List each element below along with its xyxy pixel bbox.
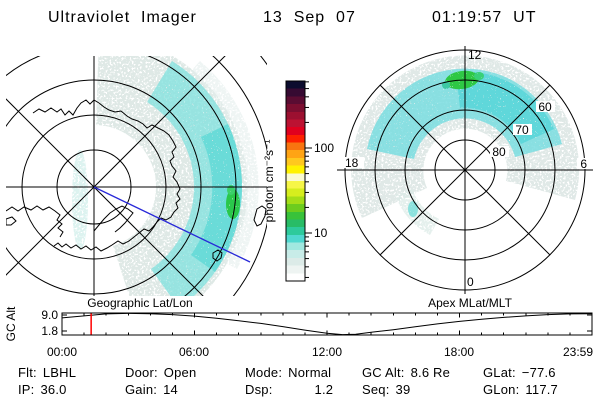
xtick-label-0600: 06:00	[179, 345, 209, 359]
antarctic-coastline	[6, 99, 267, 262]
aurora-emission-geographic	[72, 56, 259, 296]
header-date: 13 Sep 07	[263, 9, 356, 26]
right-plot-caption: Apex MLat/MLT	[428, 296, 512, 310]
left-plot-caption: Geographic Lat/Lon	[87, 296, 192, 310]
field-mode-label: Mode:	[245, 365, 283, 380]
xtick-label-1200: 12:00	[312, 345, 342, 359]
field-mode: Mode: Normal	[245, 365, 331, 380]
colorbar: 100 10 photon cm⁻²s⁻¹	[262, 80, 334, 282]
field-gain: Gain: 14	[125, 382, 178, 397]
field-dsp-value: 1.2	[314, 382, 334, 397]
colorbar-axis-label: photon cm⁻²s⁻¹	[262, 140, 276, 223]
gc-alt-curve	[61, 312, 593, 336]
mlt-label-12: 12	[468, 48, 482, 62]
field-dsp-label: Dsp:	[245, 382, 273, 397]
ytick-label-1.8: 1.8	[41, 324, 58, 338]
field-glat-value: −77.6	[521, 365, 556, 380]
bright-emission-patch	[226, 189, 240, 219]
field-gc-alt-label: GC Alt:	[362, 365, 405, 380]
field-glon-value: 117.7	[525, 382, 558, 397]
mlat-label-60: 60	[538, 100, 552, 114]
y-axis-label: GC Alt	[4, 306, 18, 341]
field-flt: Flt: LBHL	[18, 365, 76, 380]
field-dsp: Dsp: 1.2	[245, 382, 333, 397]
field-door-label: Door:	[125, 365, 158, 380]
field-seq-value: 39	[395, 382, 411, 397]
y-axis-ticks	[62, 314, 592, 332]
field-flt-label: Flt:	[18, 365, 37, 380]
colorbar-ticks	[305, 81, 312, 278]
header-time: 01:19:57 UT	[432, 9, 537, 26]
field-mode-value: Normal	[288, 365, 332, 380]
mlat-label-80: 80	[492, 145, 506, 159]
field-ip-label: IP:	[18, 382, 35, 397]
colorbar-tick-label-10: 10	[314, 226, 328, 240]
app-title: Ultraviolet Imager	[48, 9, 197, 26]
ytick-label-9: 9.0	[41, 308, 58, 322]
field-glat: GLat: −77.6	[483, 365, 556, 380]
colorbar-tick-label-100: 100	[314, 141, 334, 155]
mlt-label-6: 6	[580, 157, 587, 171]
field-flt-value: LBHL	[42, 365, 77, 380]
field-glon: GLon: 117.7	[483, 382, 558, 397]
apex-dial-panel: 12 18 6 0 60 70 80	[337, 46, 593, 294]
strip-plot-box	[61, 312, 593, 336]
field-ip-value: 36.0	[40, 382, 67, 397]
field-door: Door: Open	[125, 365, 196, 380]
dial-labels: 12 18 6 0 60 70 80	[343, 48, 588, 289]
xtick-label-0000: 00:00	[47, 345, 77, 359]
field-gc-alt: GC Alt: 8.6 Re	[362, 365, 450, 380]
mlt-label-0: 0	[467, 275, 474, 289]
field-gc-alt-value: 8.6 Re	[410, 365, 451, 380]
mlat-label-70: 70	[515, 123, 529, 137]
mlt-label-18: 18	[345, 156, 359, 170]
gc-alt-strip-chart: Geographic Lat/Lon Apex MLat/MLT GC Alt …	[4, 296, 593, 359]
field-seq-label: Seq:	[362, 382, 390, 397]
field-glon-label: GLon:	[483, 382, 520, 397]
colorbar-gradient	[285, 80, 306, 282]
field-ip: IP: 36.0	[18, 382, 67, 397]
xtick-label-2359: 23:59	[563, 345, 593, 359]
field-door-value: Open	[163, 365, 197, 380]
field-glat-label: GLat:	[483, 365, 516, 380]
x-axis-ticks	[83, 313, 571, 335]
field-gain-label: Gain:	[125, 382, 158, 397]
field-gain-value: 14	[163, 382, 178, 397]
satellite-track-line	[93, 186, 251, 263]
geographic-map-panel	[6, 56, 267, 296]
field-seq: Seq: 39	[362, 382, 410, 397]
xtick-label-1800: 18:00	[444, 345, 474, 359]
mlat-mlt-grid	[337, 46, 593, 294]
